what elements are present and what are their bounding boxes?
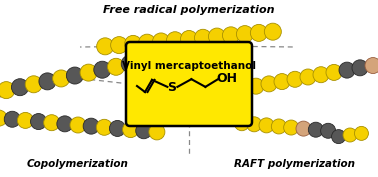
Circle shape bbox=[57, 116, 73, 132]
Circle shape bbox=[70, 117, 86, 133]
Circle shape bbox=[0, 85, 1, 102]
Circle shape bbox=[194, 29, 211, 46]
Circle shape bbox=[121, 55, 138, 72]
Circle shape bbox=[247, 117, 262, 132]
Circle shape bbox=[274, 74, 290, 90]
Circle shape bbox=[222, 27, 239, 44]
Circle shape bbox=[236, 26, 253, 43]
Circle shape bbox=[300, 69, 316, 85]
Circle shape bbox=[80, 64, 97, 81]
Circle shape bbox=[94, 61, 111, 78]
Circle shape bbox=[332, 130, 345, 144]
Circle shape bbox=[111, 37, 128, 54]
Circle shape bbox=[139, 34, 156, 51]
Circle shape bbox=[248, 78, 264, 94]
Circle shape bbox=[235, 81, 251, 96]
Circle shape bbox=[352, 60, 368, 76]
Circle shape bbox=[0, 82, 15, 99]
Circle shape bbox=[339, 62, 355, 78]
Circle shape bbox=[321, 123, 336, 138]
Circle shape bbox=[296, 121, 311, 136]
Circle shape bbox=[149, 124, 165, 140]
Circle shape bbox=[355, 126, 369, 140]
Text: OH: OH bbox=[217, 72, 237, 85]
Circle shape bbox=[31, 114, 46, 130]
Circle shape bbox=[343, 128, 357, 142]
Circle shape bbox=[313, 67, 329, 83]
Circle shape bbox=[122, 122, 139, 138]
Circle shape bbox=[97, 38, 114, 55]
Circle shape bbox=[25, 76, 42, 93]
Text: RAFT polymerization: RAFT polymerization bbox=[234, 159, 355, 169]
Circle shape bbox=[17, 112, 33, 128]
Circle shape bbox=[125, 35, 142, 52]
Circle shape bbox=[110, 121, 125, 136]
Circle shape bbox=[308, 122, 323, 137]
Circle shape bbox=[0, 110, 7, 126]
Circle shape bbox=[250, 24, 267, 41]
Circle shape bbox=[44, 115, 60, 131]
Circle shape bbox=[208, 28, 225, 45]
Circle shape bbox=[287, 71, 303, 87]
Circle shape bbox=[4, 111, 20, 127]
Circle shape bbox=[271, 119, 287, 134]
Circle shape bbox=[83, 118, 99, 134]
Circle shape bbox=[167, 32, 184, 49]
Circle shape bbox=[39, 73, 56, 90]
Text: Vinyl mercaptoethanol: Vinyl mercaptoethanol bbox=[122, 61, 256, 71]
Circle shape bbox=[365, 58, 378, 73]
Circle shape bbox=[96, 119, 112, 135]
Text: Free radical polymerization: Free radical polymerization bbox=[103, 5, 275, 15]
Text: Copolymerization: Copolymerization bbox=[27, 159, 129, 169]
Circle shape bbox=[53, 70, 70, 87]
FancyBboxPatch shape bbox=[126, 42, 252, 126]
Circle shape bbox=[326, 64, 342, 80]
Circle shape bbox=[67, 67, 84, 84]
Circle shape bbox=[11, 79, 28, 96]
Circle shape bbox=[107, 58, 124, 75]
Circle shape bbox=[261, 76, 277, 92]
Circle shape bbox=[234, 116, 249, 131]
Text: S: S bbox=[167, 81, 176, 94]
Circle shape bbox=[153, 33, 170, 50]
Circle shape bbox=[135, 52, 152, 69]
Circle shape bbox=[264, 23, 281, 40]
Circle shape bbox=[259, 118, 274, 133]
Circle shape bbox=[284, 120, 299, 135]
Circle shape bbox=[136, 123, 152, 139]
Circle shape bbox=[181, 30, 197, 47]
